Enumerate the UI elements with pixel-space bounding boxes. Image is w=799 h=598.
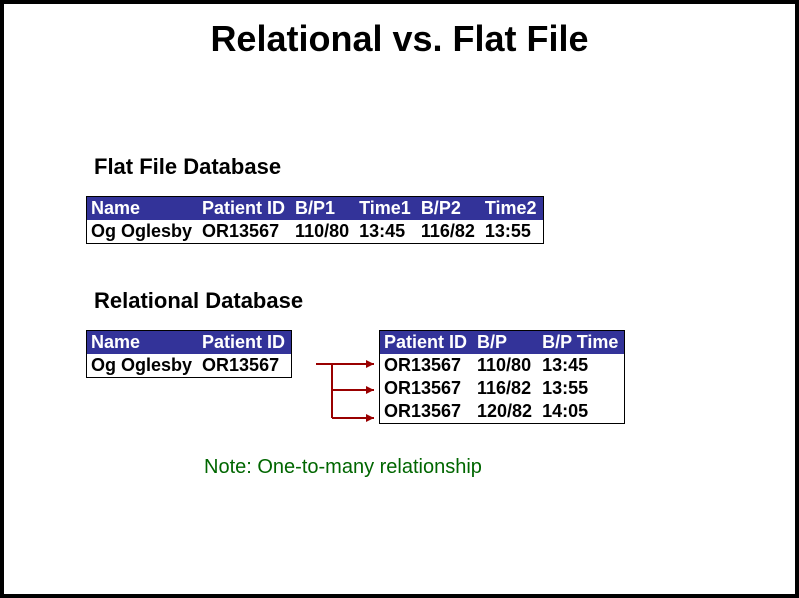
note-text: Note: One-to-many relationship	[204, 456, 482, 479]
cell: 13:45	[538, 354, 625, 377]
slide: Relational vs. Flat File Flat File Datab…	[4, 4, 795, 594]
cell: OR13567	[198, 354, 292, 378]
table-row: Og Oglesby OR13567	[87, 354, 292, 378]
col-header: Time2	[481, 197, 543, 221]
cell: 14:05	[538, 400, 625, 424]
cell: 120/82	[473, 400, 538, 424]
col-header: Patient ID	[198, 331, 292, 355]
cell: OR13567	[380, 400, 474, 424]
relational-table-left: Name Patient ID Og Oglesby OR13567	[86, 330, 292, 378]
table-row: Og Oglesby OR13567 110/80 13:45 116/82 1…	[87, 220, 544, 244]
cell: Og Oglesby	[87, 354, 199, 378]
cell: 116/82	[417, 220, 481, 244]
col-header: B/P	[473, 331, 538, 355]
cell: OR13567	[198, 220, 291, 244]
cell: OR13567	[380, 377, 474, 400]
section-heading-flat: Flat File Database	[94, 154, 281, 180]
one-to-many-connector-icon	[316, 350, 380, 432]
cell: OR13567	[380, 354, 474, 377]
cell: 13:55	[538, 377, 625, 400]
col-header: Time1	[355, 197, 417, 221]
col-header: B/P1	[291, 197, 355, 221]
cell: 13:45	[355, 220, 417, 244]
col-header: Name	[87, 331, 199, 355]
col-header: Name	[87, 197, 199, 221]
cell: Og Oglesby	[87, 220, 199, 244]
table-row: OR13567 110/80 13:45	[380, 354, 625, 377]
cell: 110/80	[473, 354, 538, 377]
col-header: Patient ID	[380, 331, 474, 355]
table-row: OR13567 116/82 13:55	[380, 377, 625, 400]
section-heading-relational: Relational Database	[94, 288, 303, 314]
col-header: Patient ID	[198, 197, 291, 221]
cell: 110/80	[291, 220, 355, 244]
cell: 116/82	[473, 377, 538, 400]
col-header: B/P Time	[538, 331, 625, 355]
relational-table-right: Patient ID B/P B/P Time OR13567 110/80 1…	[379, 330, 625, 424]
cell: 13:55	[481, 220, 543, 244]
slide-title: Relational vs. Flat File	[4, 18, 795, 60]
col-header: B/P2	[417, 197, 481, 221]
flat-file-table: Name Patient ID B/P1 Time1 B/P2 Time2 Og…	[86, 196, 544, 244]
table-row: OR13567 120/82 14:05	[380, 400, 625, 424]
